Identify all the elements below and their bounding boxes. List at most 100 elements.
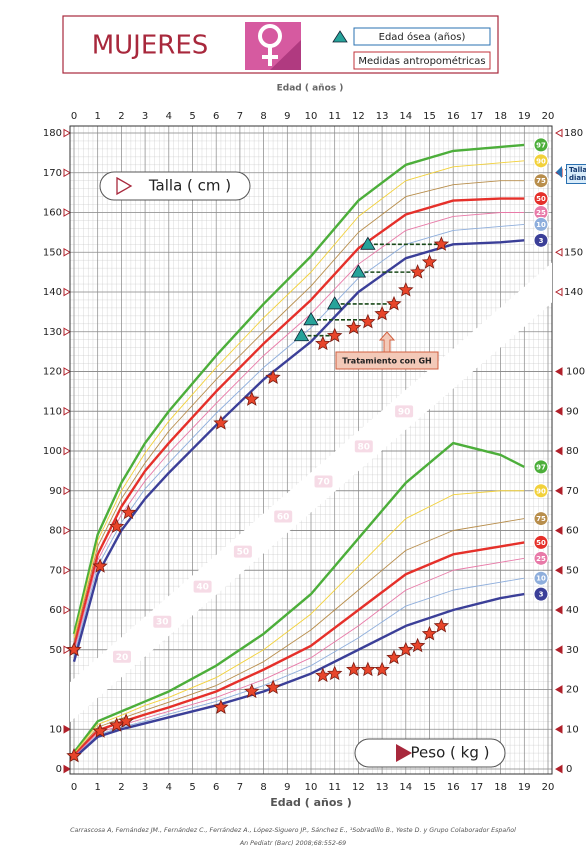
x-tick-label: 6	[213, 111, 219, 122]
y2-tick-label: 10	[566, 724, 579, 735]
y-tick-label: 140	[43, 287, 62, 298]
y-tick-mark	[63, 367, 71, 376]
anthropometric-star	[244, 391, 260, 406]
percentile-badge	[533, 483, 549, 499]
y-tick-mark	[63, 406, 71, 416]
percentile-badge	[533, 232, 549, 248]
percentile-badge	[533, 511, 549, 527]
anthropometric-star	[265, 679, 281, 695]
x-tick-label: 8	[260, 111, 266, 122]
x-tick-label: 14	[399, 111, 412, 122]
x-tick-label: 7	[237, 782, 243, 793]
percentile-line	[73, 490, 525, 754]
x-tick-label: 6	[213, 782, 219, 793]
band-label-bg	[193, 580, 212, 593]
target-height-label: Talla diana	[566, 164, 586, 184]
x-tick-label: 17	[471, 782, 484, 793]
percentile-badge-label: 97	[536, 141, 546, 149]
y-tick-label: 60	[49, 605, 62, 616]
anthropometric-star	[345, 661, 362, 677]
anthropometric-star	[374, 661, 390, 677]
anthropometric-star	[326, 665, 343, 681]
y2-tick-mark	[555, 565, 563, 575]
percentile-badge-label: 50	[536, 195, 546, 203]
band-label-bg	[314, 475, 333, 488]
anthropometric-star	[120, 504, 137, 520]
legend-label: Edad ósea (años)	[379, 31, 466, 43]
y2-tick-label: 20	[566, 685, 579, 696]
legend-box	[353, 51, 491, 70]
anthropometric-star	[433, 236, 450, 251]
female-icon	[245, 22, 301, 70]
anthropometric-star	[360, 313, 376, 329]
x-tick-label: 16	[447, 111, 460, 122]
x-tick-label: 17	[471, 111, 484, 122]
weight-label: Peso ( kg )	[411, 744, 490, 762]
x-tick-label: 15	[423, 111, 436, 122]
percentile-badge-label: 25	[536, 555, 546, 563]
percentile-badge-label: 3	[539, 591, 544, 599]
y-tick-label: 150	[43, 247, 62, 258]
y-tick-mark	[63, 605, 71, 615]
percentile-badge	[533, 216, 549, 232]
y-tick-mark	[63, 645, 71, 655]
y-tick-mark	[63, 486, 71, 496]
anthropometric-star	[108, 717, 125, 732]
y-tick-mark	[555, 247, 563, 257]
percentile-badge-label: 75	[536, 515, 546, 523]
y2-tick-mark	[555, 605, 563, 615]
y2-tick-mark	[63, 724, 71, 734]
y-tick-label: 110	[43, 406, 62, 417]
band-label: 60	[277, 513, 290, 523]
x-tick-label: 19	[518, 111, 531, 122]
y2-tick-mark	[63, 764, 71, 774]
y-tick-label: 140	[564, 287, 583, 298]
percentile-badge	[533, 550, 549, 566]
y-tick-mark	[63, 287, 71, 297]
anthropometric-star	[360, 661, 376, 677]
percentile-line	[73, 592, 525, 760]
anthropometric-star	[409, 264, 426, 279]
legend-triangle	[332, 30, 348, 43]
y2-tick-label: 60	[566, 526, 579, 537]
anthropometric-star	[244, 683, 260, 699]
x-tick-label: 15	[423, 782, 436, 793]
x-tick-label: 8	[260, 782, 266, 793]
y-tick-mark	[63, 526, 71, 535]
x-tick-label: 7	[237, 111, 243, 122]
anthropometric-star	[386, 649, 402, 665]
y-tick-label: 180	[43, 128, 62, 139]
band-label: 80	[358, 442, 371, 452]
percentile-badge	[533, 570, 549, 586]
y-tick-label: 180	[564, 128, 583, 139]
y2-tick-label: 10	[49, 724, 62, 735]
band-label-bg	[354, 440, 373, 453]
anthropometric-star	[315, 335, 331, 351]
treatment-label: Tratamiento con GH	[342, 357, 431, 366]
anthropometric-star	[265, 369, 281, 384]
band-label: 50	[237, 548, 250, 558]
plot-frame	[69, 125, 553, 775]
anthropometric-star	[433, 617, 450, 633]
y2-tick-label: 0	[56, 764, 62, 775]
band-label: 70	[317, 477, 330, 487]
x-tick-label: 18	[494, 111, 507, 122]
treatment-arrow	[378, 331, 396, 353]
percentile-line	[73, 557, 525, 757]
y-tick-label: 100	[43, 446, 62, 457]
bone-age-triangle	[327, 296, 343, 310]
percentile-badge	[533, 459, 549, 475]
percentile-line	[73, 577, 525, 758]
anthropometric-star	[421, 254, 438, 269]
percentile-badge-label: 97	[536, 463, 546, 471]
legend-label: Medidas antropométricas	[358, 55, 485, 67]
y2-tick-label: 30	[566, 645, 579, 656]
x-tick-label: 4	[166, 111, 172, 122]
x-tick-label: 19	[518, 782, 531, 793]
percentile-line	[72, 197, 525, 649]
anthropometric-star	[326, 327, 343, 343]
percentile-line	[73, 223, 525, 656]
band-label-bg	[113, 650, 131, 663]
treatment-box	[335, 351, 439, 370]
